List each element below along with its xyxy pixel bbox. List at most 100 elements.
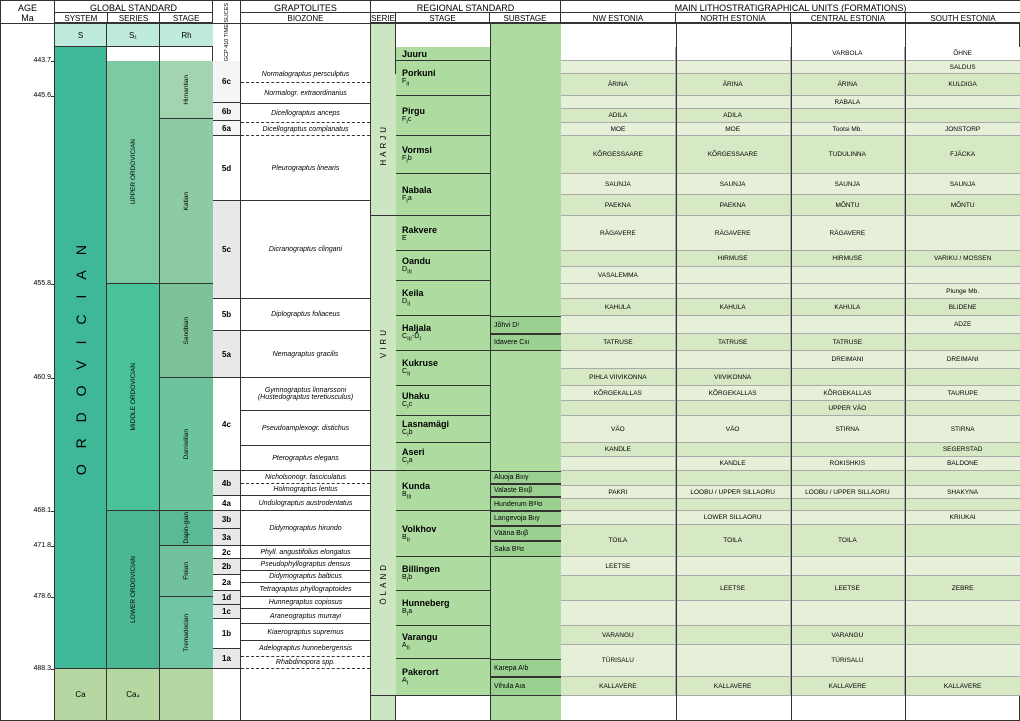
formation-cell: DREIMANI bbox=[791, 351, 906, 369]
series-block: UPPER ORDOVICIAN bbox=[107, 61, 159, 284]
formation-cell: PAKRI bbox=[561, 486, 676, 499]
biozone: Dicellograptus anceps bbox=[241, 104, 370, 123]
formation-cell: STIRNA bbox=[791, 416, 906, 443]
formation-cell bbox=[561, 601, 676, 626]
formation-cell bbox=[791, 316, 906, 334]
formation-cell bbox=[676, 401, 791, 416]
biozone: Holmograptus lentus bbox=[241, 484, 370, 496]
formation-cell: BLIDENE bbox=[905, 299, 1020, 316]
igcp-slice: 4c bbox=[213, 378, 240, 471]
formation-cell: LOOBU / UPPER SILLAORU bbox=[791, 486, 906, 499]
formation-cell: TATRUSE bbox=[561, 334, 676, 351]
formation-cell bbox=[905, 267, 1020, 284]
formation-cell bbox=[905, 601, 1020, 626]
formation-cell bbox=[791, 601, 906, 626]
formation-cell: KÕRGESSAARE bbox=[561, 136, 676, 174]
formation-cell: TOILA bbox=[676, 525, 791, 557]
stage-block: Katian bbox=[160, 119, 213, 284]
igcp-column: IGCP 410 TIME SLICES 6c6b6a5d5c5b5a4c4b4… bbox=[213, 1, 241, 720]
formation-cell: KAHULA bbox=[561, 299, 676, 316]
formation-cell: SHAKYNA bbox=[905, 486, 1020, 499]
reg-stage: VormsiFIb bbox=[396, 136, 490, 174]
reg-stage: AseriCIa bbox=[396, 443, 490, 471]
igcp-slice: 2c bbox=[213, 546, 240, 559]
biozone: Adelograptus hunnebergensis bbox=[241, 641, 370, 657]
formation-cell: KAHULA bbox=[676, 299, 791, 316]
reg-stage: RakvereE bbox=[396, 216, 490, 251]
formation-cell bbox=[676, 626, 791, 645]
formation-cell bbox=[905, 626, 1020, 645]
formation-cell bbox=[905, 109, 1020, 123]
formation-cell bbox=[561, 471, 676, 486]
formation-cell bbox=[676, 61, 791, 74]
formation-cell: KÕRGEKALLAS bbox=[561, 386, 676, 401]
formation-cell: LOOBU / UPPER SILLAORU bbox=[676, 486, 791, 499]
formation-cell: RÄGAVERE bbox=[676, 216, 791, 251]
biozone: Dicranograptus clingani bbox=[241, 201, 370, 299]
series-block: MIDDLE ORDOVICIAN bbox=[107, 284, 159, 511]
reg-stage: HunnebergBIa bbox=[396, 591, 490, 626]
global-header: GLOBAL STANDARD bbox=[55, 1, 212, 13]
igcp-slice: 3a bbox=[213, 529, 240, 546]
formation-cell bbox=[791, 61, 906, 74]
formation-cell: MOE bbox=[561, 123, 676, 136]
sh-rsub: SUBSTAGE bbox=[490, 13, 560, 23]
formation-cell: ÄRINA bbox=[561, 74, 676, 96]
formation-cell: SAUNJA bbox=[791, 174, 906, 195]
stage-block: Hirnantian bbox=[160, 61, 213, 119]
system-ord: O R D O V I C I A N bbox=[55, 47, 106, 669]
formation-cell bbox=[561, 96, 676, 109]
formation-cell: ADILA bbox=[561, 109, 676, 123]
igcp-slice: 1c bbox=[213, 605, 240, 619]
formation-cell bbox=[676, 267, 791, 284]
reg-stage: OanduDIII bbox=[396, 251, 490, 281]
formation-cell bbox=[791, 557, 906, 576]
igcp-slice: 5d bbox=[213, 136, 240, 201]
reg-stage: KeilaDII bbox=[396, 281, 490, 316]
formation-cell: SEGERSTAD bbox=[905, 443, 1020, 457]
formation-cell: LEETSE bbox=[791, 576, 906, 601]
reg-substage: Jõhvi DI bbox=[491, 316, 561, 334]
biozone: Pleurograptus linearis bbox=[241, 136, 370, 201]
series-block: LOWER ORDOVICIAN bbox=[107, 511, 159, 669]
formation-cell: HIRMUSE bbox=[791, 251, 906, 267]
formation-cell bbox=[676, 471, 791, 486]
reg-stage: KukruseCII bbox=[396, 351, 490, 386]
age-tick: 445.6 bbox=[1, 92, 51, 99]
reg-substage: Vihula AIa bbox=[491, 677, 561, 696]
sh-system: SYSTEM bbox=[55, 13, 108, 23]
reg-substage: Karepa AIb bbox=[491, 659, 561, 677]
formation-cell bbox=[791, 499, 906, 511]
reg-series: VIRU bbox=[371, 216, 396, 471]
stage-block: Darriwilian bbox=[160, 378, 213, 511]
formation-cell: VARIKU / MOSSEN bbox=[905, 251, 1020, 267]
stratigraphic-chart: AGEMa 443.7445.6455.8460.9468.1471.8478.… bbox=[0, 0, 1020, 721]
litho-col-header: SOUTH ESTONIA bbox=[906, 13, 1020, 23]
igcp-slice: 6c bbox=[213, 61, 240, 103]
formation-cell: VÄO bbox=[676, 416, 791, 443]
series-sil: S₁ bbox=[107, 24, 159, 47]
age-tick: 488.3 bbox=[1, 665, 51, 672]
formation-cell: RÄGAVERE bbox=[561, 216, 676, 251]
formation-cell: STIRNA bbox=[905, 416, 1020, 443]
sh-series: SERIES bbox=[108, 13, 161, 23]
reg-stage: VolkhovBII bbox=[396, 511, 490, 557]
series-cam: Ca₄ bbox=[107, 669, 159, 720]
formation-cell: VÄO bbox=[561, 416, 676, 443]
formation-cell bbox=[676, 316, 791, 334]
age-column: AGEMa 443.7445.6455.8460.9468.1471.8478.… bbox=[1, 1, 55, 720]
formation-cell: ROKISHKIS bbox=[791, 457, 906, 471]
formation-cell bbox=[561, 316, 676, 334]
stage-block: Sandbian bbox=[160, 284, 213, 378]
formation-cell bbox=[791, 284, 906, 299]
formation-cell bbox=[676, 499, 791, 511]
litho-col-header: NORTH ESTONIA bbox=[676, 13, 791, 23]
reg-stage: PorkuniFII bbox=[396, 61, 490, 96]
biozone: Araneograptus murrayi bbox=[241, 609, 370, 624]
reg-stage: Juuru bbox=[396, 47, 490, 61]
formation-cell bbox=[905, 471, 1020, 486]
formation-cell bbox=[676, 351, 791, 369]
reg-stage: VaranguAII bbox=[396, 626, 490, 659]
formation-cell bbox=[676, 557, 791, 576]
formation-cell: KÕRGEKALLAS bbox=[791, 386, 906, 401]
